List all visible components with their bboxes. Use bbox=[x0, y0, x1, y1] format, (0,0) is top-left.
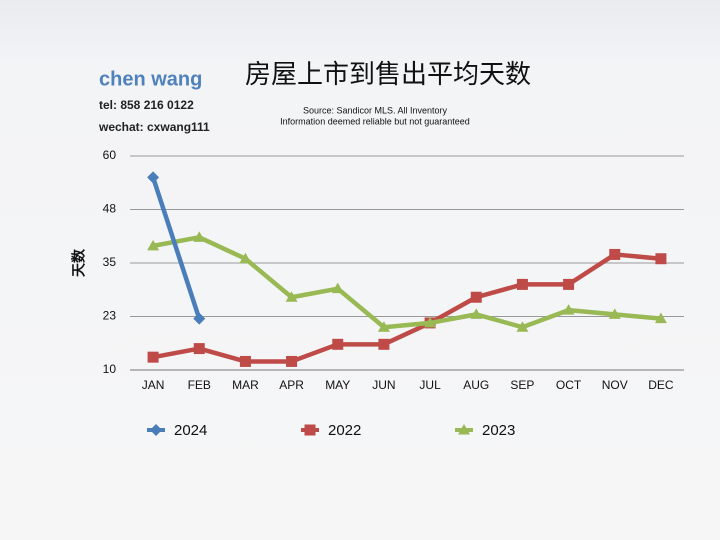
x-tick-label: MAY bbox=[325, 378, 350, 392]
legend-label: 2024 bbox=[174, 422, 207, 439]
series-2024 bbox=[147, 171, 206, 325]
point bbox=[239, 355, 251, 367]
point bbox=[147, 239, 160, 251]
x-tick-label: NOV bbox=[602, 378, 628, 392]
x-tick-label: JUL bbox=[419, 378, 441, 392]
point bbox=[608, 308, 621, 319]
point bbox=[193, 343, 205, 355]
y-tick-label: 23 bbox=[103, 309, 117, 323]
y-tick-label: 60 bbox=[103, 148, 117, 162]
author-wechat: wechat: cxwang111 bbox=[98, 120, 210, 134]
point bbox=[377, 321, 390, 332]
legend-label: 2023 bbox=[482, 422, 515, 439]
y-axis-label: 天数 bbox=[71, 248, 87, 277]
x-tick-label: FEB bbox=[188, 378, 211, 392]
legend-marker bbox=[458, 424, 470, 435]
x-tick-label: JUN bbox=[372, 378, 395, 392]
point bbox=[286, 355, 298, 367]
point bbox=[516, 321, 529, 332]
chart-title: 房屋上市到售出平均天数 bbox=[245, 59, 531, 89]
point bbox=[332, 338, 344, 350]
legend-marker bbox=[150, 424, 162, 436]
x-tick-label: AUG bbox=[463, 378, 489, 392]
y-tick-label: 48 bbox=[103, 202, 117, 216]
point bbox=[193, 312, 206, 325]
line bbox=[152, 252, 662, 364]
series-2023 bbox=[147, 231, 667, 332]
legend-label: 2022 bbox=[328, 422, 361, 439]
author-tel: tel: 858 216 0122 bbox=[99, 98, 194, 112]
line bbox=[150, 176, 202, 320]
y-tick-label: 10 bbox=[103, 362, 117, 376]
point bbox=[470, 291, 482, 303]
point bbox=[562, 304, 575, 315]
x-tick-label: SEP bbox=[510, 378, 534, 392]
point bbox=[563, 278, 575, 290]
point bbox=[239, 252, 252, 264]
y-tick-label: 35 bbox=[103, 255, 117, 269]
x-tick-label: MAR bbox=[232, 378, 259, 392]
series-2022 bbox=[147, 248, 667, 367]
legend-marker bbox=[304, 424, 316, 436]
point bbox=[193, 231, 206, 242]
point bbox=[378, 338, 390, 350]
point bbox=[147, 171, 160, 184]
line bbox=[152, 235, 662, 330]
point bbox=[655, 253, 667, 265]
point bbox=[609, 248, 621, 260]
point bbox=[654, 312, 667, 324]
point bbox=[424, 316, 437, 328]
x-tick-label: OCT bbox=[556, 378, 582, 392]
point bbox=[147, 351, 159, 363]
point bbox=[331, 282, 344, 294]
point bbox=[470, 308, 483, 319]
x-tick-label: APR bbox=[279, 378, 304, 392]
author-name: chen wang bbox=[99, 68, 202, 90]
point bbox=[285, 291, 298, 302]
x-tick-label: DEC bbox=[648, 378, 674, 392]
source: Source: Sandicor MLS. All Inventory bbox=[303, 105, 448, 115]
point bbox=[516, 278, 528, 290]
x-tick-label: JAN bbox=[142, 378, 165, 392]
disclaimer: Information deemed reliable but not guar… bbox=[280, 116, 470, 126]
